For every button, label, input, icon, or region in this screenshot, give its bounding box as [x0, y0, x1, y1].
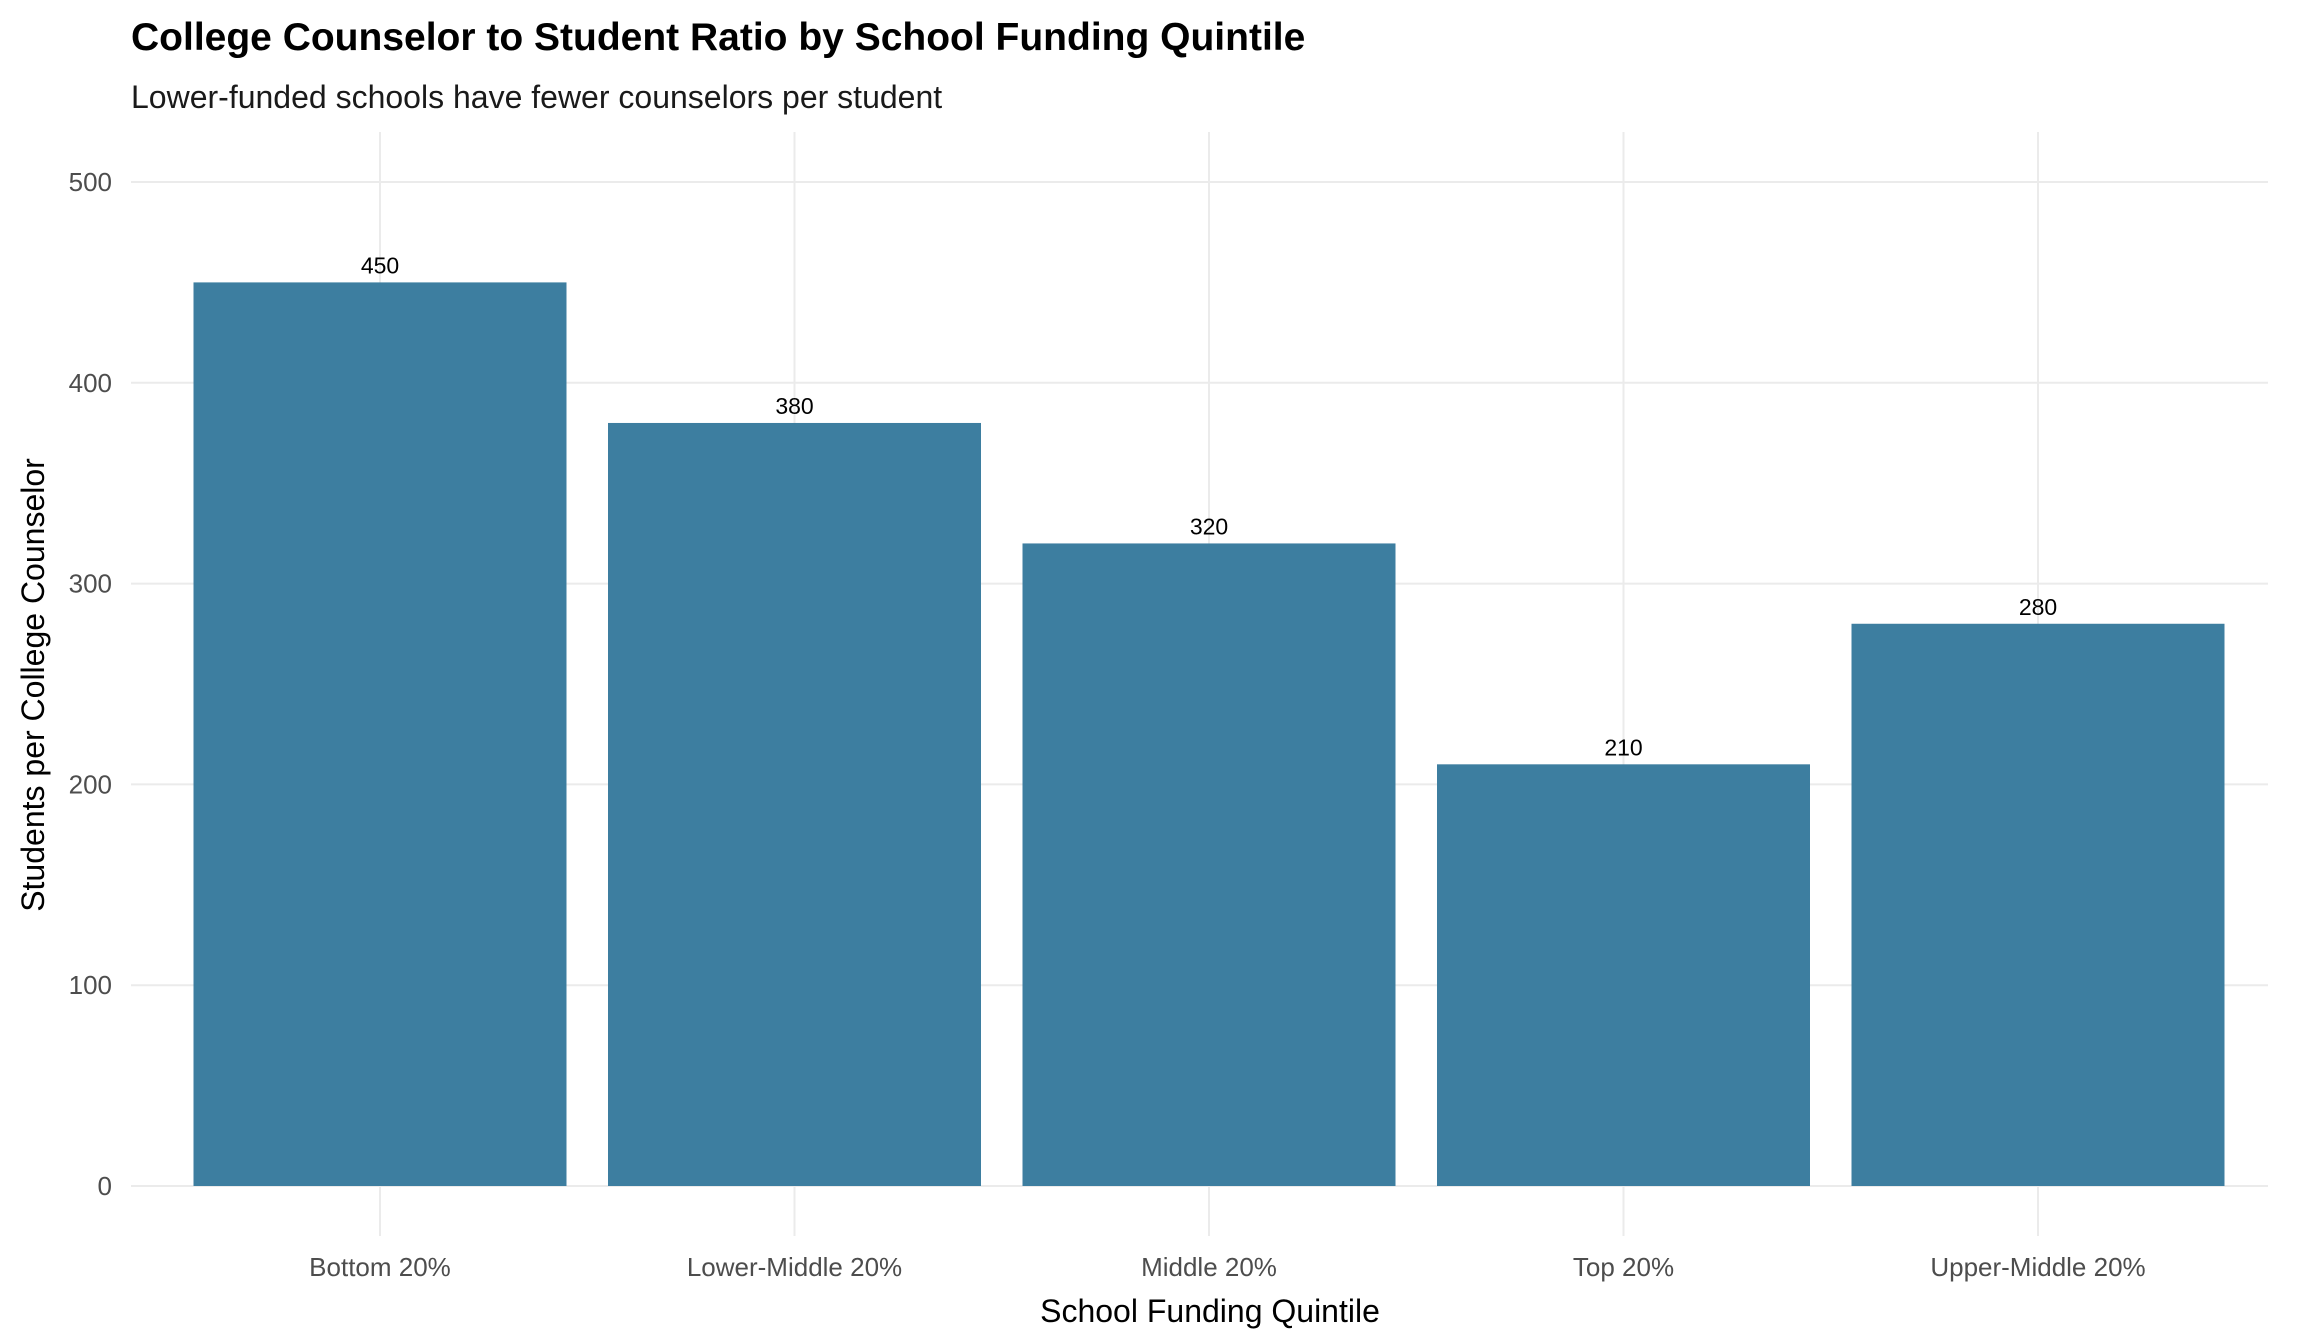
x-axis-title: School Funding Quintile: [1040, 1293, 1380, 1329]
bar: [608, 422, 981, 1187]
chart-title: College Counselor to Student Ratio by Sc…: [131, 16, 1305, 59]
x-tick-label: Bottom 20%: [309, 1252, 451, 1282]
y-tick-label: 200: [69, 769, 112, 799]
y-tick-label: 100: [69, 970, 112, 1000]
data-labels: 450 380 320 210 280: [361, 252, 2057, 760]
y-tick-label: 400: [69, 368, 112, 398]
bar-value-label: 380: [775, 393, 813, 419]
bar: [1022, 543, 1396, 1186]
bar: [193, 282, 567, 1186]
y-tick-label: 300: [69, 569, 112, 599]
y-tick-label: 0: [98, 1171, 112, 1201]
y-tick-label: 500: [69, 167, 112, 197]
x-tick-label: Lower-Middle 20%: [687, 1252, 902, 1282]
bar-value-label: 210: [1604, 734, 1642, 760]
bar: [1851, 623, 2225, 1186]
bar-value-label: 450: [361, 252, 399, 278]
bars: [193, 282, 2225, 1187]
y-axis-ticks: 0 100 200 300 400 500: [69, 167, 112, 1201]
bar: [1437, 764, 1810, 1186]
x-tick-label: Middle 20%: [1141, 1252, 1277, 1282]
bar-value-label: 320: [1190, 513, 1228, 539]
x-axis-ticks: Bottom 20% Lower-Middle 20% Middle 20% Top …: [309, 1252, 2145, 1282]
x-tick-label: Upper-Middle 20%: [1930, 1252, 2145, 1282]
y-axis-title: Students per College Counselor: [15, 458, 51, 912]
chart-subtitle: Lower-funded schools have fewer counselo…: [131, 79, 942, 115]
bar-value-label: 280: [2019, 594, 2057, 620]
x-tick-label: Top 20%: [1573, 1252, 1674, 1282]
